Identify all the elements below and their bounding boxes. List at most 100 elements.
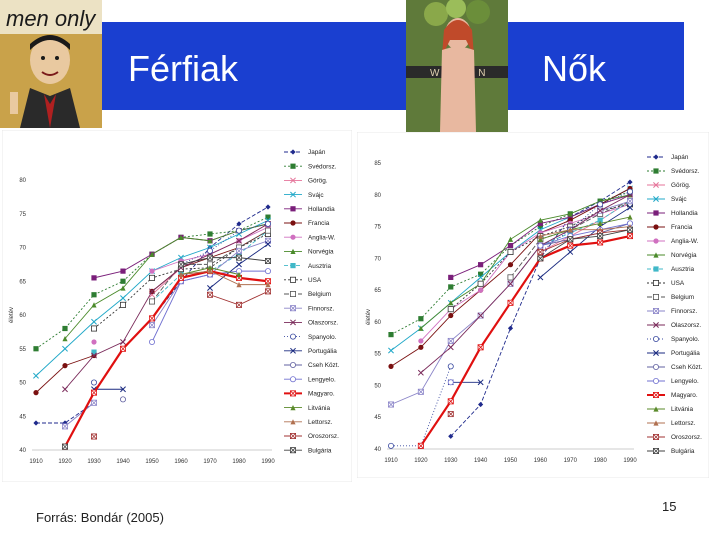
legend-marker <box>290 319 296 326</box>
data-point <box>33 372 39 379</box>
legend-marker <box>653 154 659 160</box>
data-point <box>567 249 574 255</box>
legend-marker <box>290 220 296 226</box>
series-path <box>419 235 631 447</box>
data-point <box>417 369 424 376</box>
y-tick-label: 75 <box>374 225 381 231</box>
data-point <box>507 325 514 331</box>
data-point <box>387 442 394 449</box>
data-point <box>478 262 484 268</box>
legend-item: Spanyolo. <box>284 333 337 341</box>
series-line <box>417 233 633 449</box>
legend-label: Anglia-W. <box>308 234 336 241</box>
legend-label: Svédorsz. <box>308 163 337 170</box>
data-point <box>206 247 213 254</box>
series-path <box>540 229 631 253</box>
data-point <box>91 318 97 325</box>
legend-label: Belgium <box>308 291 331 298</box>
data-point <box>236 251 242 257</box>
legend-label: Oroszorsz. <box>671 434 702 441</box>
legend-item: Cseh Közt. <box>647 363 702 371</box>
legend-item: Cseh Közt. <box>284 361 339 369</box>
legend-label: Magyaro. <box>671 392 698 399</box>
legend-item: Belgium <box>284 290 331 298</box>
legend-marker <box>653 350 659 356</box>
series-line <box>537 223 633 239</box>
legend-marker <box>652 307 659 314</box>
legend-item: Magyaro. <box>284 390 335 398</box>
series-path <box>540 226 631 237</box>
legend-item: Litvánia <box>284 405 330 412</box>
legend-marker <box>290 163 296 169</box>
data-point <box>626 226 633 233</box>
legend-marker <box>290 347 296 354</box>
legend-item: Francia <box>284 220 330 227</box>
data-point <box>62 345 68 352</box>
x-tick-label: 1930 <box>87 459 101 465</box>
data-point <box>235 227 242 234</box>
legend-label: Lengyelo. <box>308 376 336 383</box>
data-point <box>537 233 543 239</box>
legend-label: Spanyolo. <box>671 336 700 343</box>
legend-label: Litvánia <box>308 405 330 412</box>
y-axis-label: életév <box>366 309 372 325</box>
legend-marker <box>653 224 659 230</box>
data-point <box>120 278 126 284</box>
data-point <box>207 268 213 274</box>
data-point <box>537 255 544 262</box>
data-point <box>236 271 242 278</box>
series-path <box>540 222 631 247</box>
legend-item: Japán <box>284 149 326 156</box>
legend-item: Hollandia <box>284 206 335 213</box>
data-point <box>418 316 424 322</box>
data-point <box>206 254 213 261</box>
x-tick-label: 1960 <box>174 459 188 465</box>
legend-marker <box>653 196 659 202</box>
legend-item: Olaszorsz. <box>647 322 701 329</box>
legend-item: Finnorsz. <box>647 307 698 315</box>
data-point <box>597 239 604 246</box>
data-point <box>447 363 454 370</box>
legend-label: Portugália <box>671 350 700 357</box>
data-point <box>178 234 184 240</box>
series-path <box>64 269 269 448</box>
legend-marker <box>653 210 659 216</box>
data-point <box>537 223 543 230</box>
data-point <box>567 230 573 236</box>
legend-label: Litvánia <box>671 406 693 413</box>
series-line <box>537 226 633 262</box>
data-point <box>207 265 213 271</box>
data-point <box>149 288 155 295</box>
series-line <box>62 254 271 450</box>
series-path <box>420 194 631 374</box>
data-point <box>597 201 604 208</box>
data-point <box>91 302 97 308</box>
series-path <box>391 366 452 447</box>
data-point <box>264 227 271 234</box>
legend-item: Portugália <box>647 350 700 357</box>
data-point <box>448 274 454 280</box>
x-tick-label: 1980 <box>232 459 246 465</box>
data-point <box>537 242 544 249</box>
legend-label: Ausztria <box>671 266 695 273</box>
legend-marker <box>652 279 659 286</box>
data-point <box>478 271 484 277</box>
y-tick-label: 60 <box>374 320 381 326</box>
data-point <box>567 211 573 217</box>
y-tick-label: 85 <box>374 161 381 167</box>
data-point <box>448 300 454 306</box>
data-point <box>91 292 97 298</box>
series-path <box>180 223 269 265</box>
series-path <box>36 402 95 424</box>
data-point <box>62 386 68 393</box>
data-point <box>537 217 543 223</box>
legend-marker <box>289 290 296 297</box>
series-path <box>64 402 95 427</box>
data-point <box>597 207 604 214</box>
data-point <box>626 233 633 240</box>
legend-item: Belgium <box>647 293 694 301</box>
data-point <box>62 336 68 342</box>
legend-label: Belgium <box>671 294 694 301</box>
series-path <box>420 203 631 342</box>
legend-label: Francia <box>671 224 693 231</box>
